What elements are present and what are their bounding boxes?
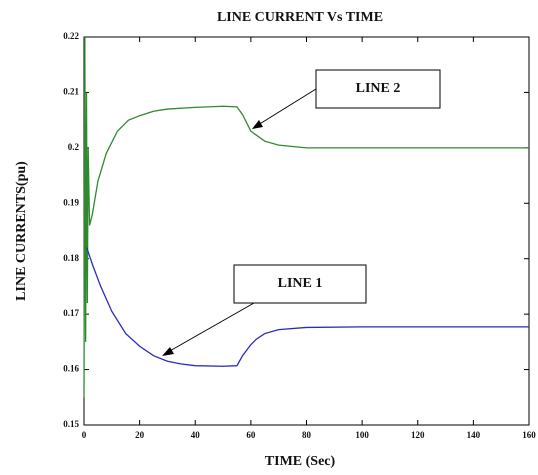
x-tick-label: 60: [246, 430, 256, 440]
annotation-box: [315, 69, 441, 109]
x-tick-label: 40: [191, 430, 201, 440]
chart-title: LINE CURRENT Vs TIME: [217, 10, 383, 25]
arrow-head: [252, 120, 263, 129]
y-tick-label: 0.2: [68, 142, 80, 152]
x-tick-label: 120: [411, 430, 425, 440]
x-axis-label: TIME (Sec): [265, 454, 336, 469]
y-tick-label: 0.19: [63, 197, 79, 207]
y-tick-label: 0.21: [63, 86, 79, 96]
line-series: [83, 36, 529, 398]
y-tick-label: 0.16: [63, 364, 79, 374]
y-tick-label: 0.17: [63, 308, 79, 318]
x-tick-label: 140: [467, 430, 481, 440]
y-axis-label: LINE CURRENTS(pu): [14, 161, 29, 301]
y-tick-label: 0.18: [63, 253, 79, 263]
line-series: [86, 247, 529, 367]
x-tick-label: 80: [302, 430, 312, 440]
y-tick-label: 0.22: [63, 31, 79, 41]
x-tick-label: 100: [355, 430, 369, 440]
annotation: LINE 1: [278, 276, 323, 291]
annotation-arrow: [167, 302, 255, 353]
x-tick-label: 20: [135, 430, 145, 440]
x-tick-label: 160: [522, 430, 536, 440]
y-tick-label: 0.15: [63, 419, 79, 429]
annotation-box: [233, 264, 367, 304]
x-tick-label: 0: [82, 430, 87, 440]
annotation: LINE 2: [356, 81, 401, 96]
arrow-head: [162, 347, 174, 356]
annotation-arrow: [257, 88, 317, 126]
